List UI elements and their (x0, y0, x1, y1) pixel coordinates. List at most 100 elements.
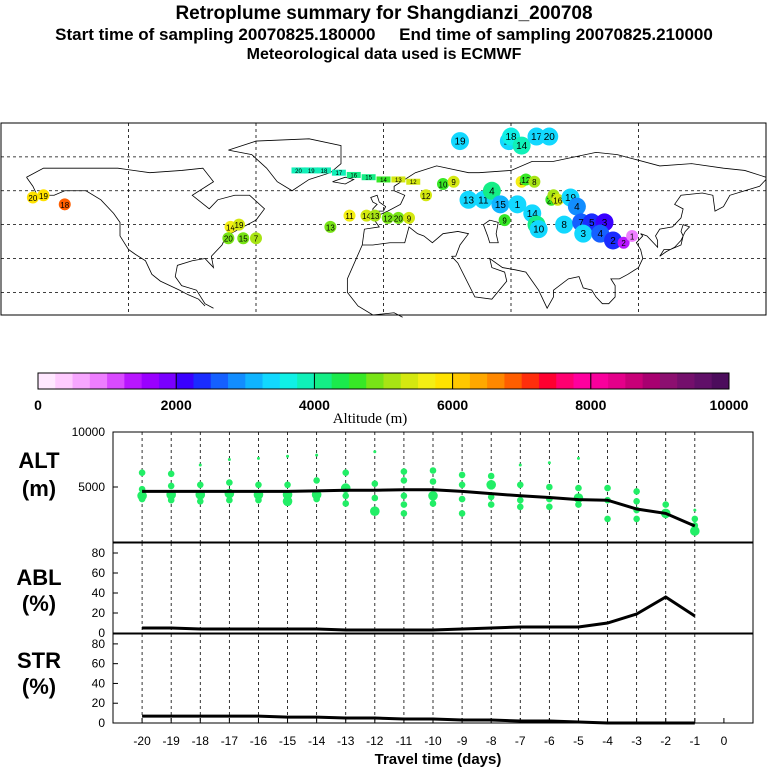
colorbar-swatch (297, 373, 315, 389)
trail-marker-label: 18 (321, 169, 328, 175)
alt-data-point (400, 510, 408, 517)
colorbar-swatch (504, 373, 523, 389)
plume-marker (437, 177, 449, 190)
alt-data-point (282, 496, 293, 507)
plume-marker-label: 9 (451, 178, 456, 187)
plume-marker-label: 18 (505, 132, 517, 143)
plume-marker-label: 10 (533, 225, 545, 236)
alt-data-point (196, 481, 204, 489)
plume-marker (540, 127, 559, 146)
plume-marker-label: 14 (226, 223, 235, 232)
alt-data-point (196, 498, 204, 505)
plume-marker-label: 14 (527, 209, 539, 220)
plume-marker-label: 11 (478, 195, 489, 206)
y-axis-label: ALT (18, 448, 60, 473)
alt-data-point (458, 510, 466, 517)
alt-data-point (487, 472, 495, 480)
plume-marker-label: 9 (407, 214, 412, 223)
abl-line (142, 595, 696, 632)
y-axis-unit: (%) (22, 591, 56, 616)
coastlines (26, 138, 767, 318)
plume-marker (324, 220, 337, 233)
plume-marker (528, 175, 541, 188)
alt-data-point (546, 483, 553, 491)
met-data-line: Meteorological data used is ECMWF (246, 46, 522, 63)
plume-marker-label: 4 (597, 229, 603, 240)
colorbar-swatch (590, 373, 609, 389)
plume-marker (459, 190, 478, 209)
plume-marker-label: 20 (544, 132, 556, 143)
alt-data-point (516, 503, 524, 511)
plume-marker (392, 211, 405, 224)
trail-marker-label: 20 (295, 169, 302, 175)
plume-marker (498, 214, 511, 227)
plume-marker-label: 20 (394, 214, 403, 223)
plume-marker-label: 19 (235, 221, 244, 230)
plume-marker (491, 195, 510, 214)
alt-data-point (371, 480, 379, 488)
plume-marker (222, 232, 235, 245)
trail-marker-label: 13 (395, 178, 402, 184)
trail-marker (291, 167, 306, 174)
plume-marker (508, 195, 527, 214)
colorbar-swatch (314, 373, 333, 389)
colorbar-swatch (400, 373, 419, 389)
alt-data-point (487, 493, 495, 501)
trail-marker (361, 174, 376, 181)
y-tick-label: 0 (98, 716, 105, 730)
alt-data-point (256, 456, 260, 460)
y-tick-label: 40 (92, 676, 106, 690)
trail-marker-label: 17 (336, 171, 343, 177)
x-tick-label: -7 (515, 734, 526, 748)
y-tick-label: 10000 (72, 425, 106, 439)
colorbar-swatch (435, 373, 453, 389)
y-tick-label: 20 (92, 606, 106, 620)
x-tick-label: -2 (660, 734, 671, 748)
x-tick-label: -5 (573, 734, 584, 748)
colorbar-swatch (608, 373, 626, 389)
alt-data-point (226, 479, 233, 486)
plume-marker (512, 136, 531, 155)
plume-marker (551, 193, 564, 206)
plume-marker (26, 191, 39, 204)
trail-marker-label: 14 (380, 178, 387, 184)
alt-data-point (313, 477, 320, 484)
plume-marker-label: 5 (589, 218, 595, 229)
colorbar-swatch (383, 373, 402, 389)
trail-marker (376, 176, 391, 183)
trail-marker-label: 15 (365, 176, 372, 182)
y-axis-unit: (m) (22, 476, 56, 501)
alt-data-point (255, 496, 262, 504)
plume-marker-label: 18 (60, 201, 69, 210)
y-axis-label: STR (17, 648, 61, 673)
panel-str: STR(%) 80 60 40 20 0 (17, 633, 754, 730)
colorbar-tick-label: 10000 (710, 397, 749, 413)
plume-marker-label: 12 (521, 176, 530, 185)
sampling-time-line: Start time of sampling 20070825.180000 E… (55, 25, 713, 44)
colorbar-axis-label: Altitude (m) (333, 411, 408, 427)
plume-marker-label: 16 (553, 196, 562, 205)
colorbar-swatch (158, 373, 177, 389)
plume-marker-label: 13 (371, 212, 380, 221)
colorbar-swatch (625, 373, 644, 389)
plume-marker-label: 12 (383, 214, 392, 223)
alt-data-point (167, 482, 175, 490)
plume-marker (482, 181, 501, 200)
colorbar-swatch (348, 373, 367, 389)
alt-data-point (691, 515, 699, 523)
plume-marker (447, 175, 460, 188)
plume-marker (529, 220, 548, 239)
alt-data-point (284, 481, 291, 489)
alt-data-point (458, 471, 466, 479)
plume-marker-label: 8 (532, 178, 537, 187)
y-tick-label: 80 (92, 637, 106, 651)
x-tick-label: -15 (279, 734, 297, 748)
plume-marker-label: 13 (463, 195, 475, 206)
colorbar-tick-label: 6000 (437, 397, 468, 413)
trail-marker (346, 171, 361, 178)
trail-marker (331, 169, 346, 176)
alt-data-point (400, 501, 408, 508)
alt-data-point (458, 481, 466, 489)
colorbar-swatch (452, 373, 471, 389)
